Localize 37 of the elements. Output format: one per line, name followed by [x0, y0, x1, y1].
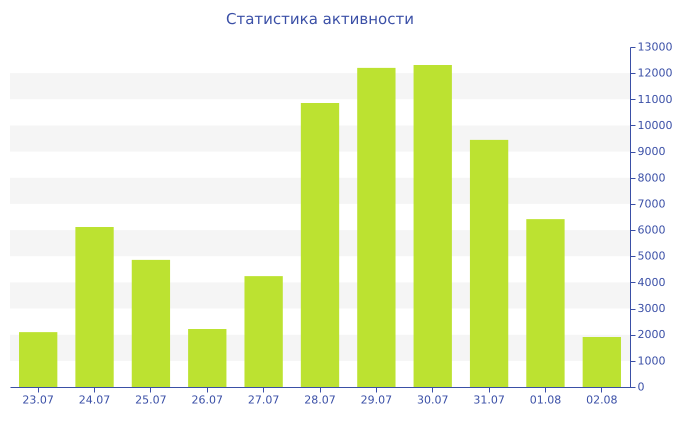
y-tick-label: 7000 [638, 197, 666, 210]
x-tick-label: 27.07 [248, 394, 280, 406]
x-tick-label: 24.07 [78, 394, 110, 406]
x-tick-label: 26.07 [192, 394, 224, 406]
bar [188, 328, 226, 387]
y-tick-label: 0 [638, 380, 644, 394]
bar [19, 332, 58, 387]
x-tick-label: 25.07 [135, 394, 167, 406]
x-tick-label: 30.07 [416, 394, 448, 406]
chart-title: Статистика активности [226, 10, 414, 28]
y-tick-label: 2000 [638, 328, 666, 342]
bar [526, 219, 565, 387]
y-tick-label: 10000 [638, 118, 672, 132]
x-tick-label: 01.08 [530, 394, 562, 406]
y-tick-label: 13000 [638, 40, 672, 54]
bar [414, 65, 452, 387]
y-tick-label: 8000 [638, 171, 666, 184]
y-tick-label: 12000 [638, 66, 672, 80]
y-tick-label: 9000 [638, 145, 666, 158]
bar [582, 337, 621, 387]
y-tick-label: 1000 [638, 354, 666, 368]
x-tick-label: 02.08 [586, 394, 618, 406]
bar [470, 140, 508, 387]
bar [357, 68, 396, 387]
y-tick-label: 6000 [638, 224, 666, 237]
x-tick-label: 31.07 [473, 394, 505, 406]
y-tick-label: 3000 [638, 302, 666, 316]
y-tick-label: 5000 [638, 250, 666, 263]
bar [132, 260, 170, 387]
bar [244, 276, 283, 387]
x-tick-label: 23.07 [22, 394, 54, 406]
y-tick-label: 4000 [638, 276, 666, 289]
bar [75, 226, 114, 387]
bar [300, 102, 340, 387]
x-tick-label: 29.07 [360, 394, 392, 406]
y-tick-label: 11000 [638, 92, 672, 106]
x-tick-label: 28.07 [304, 394, 336, 406]
